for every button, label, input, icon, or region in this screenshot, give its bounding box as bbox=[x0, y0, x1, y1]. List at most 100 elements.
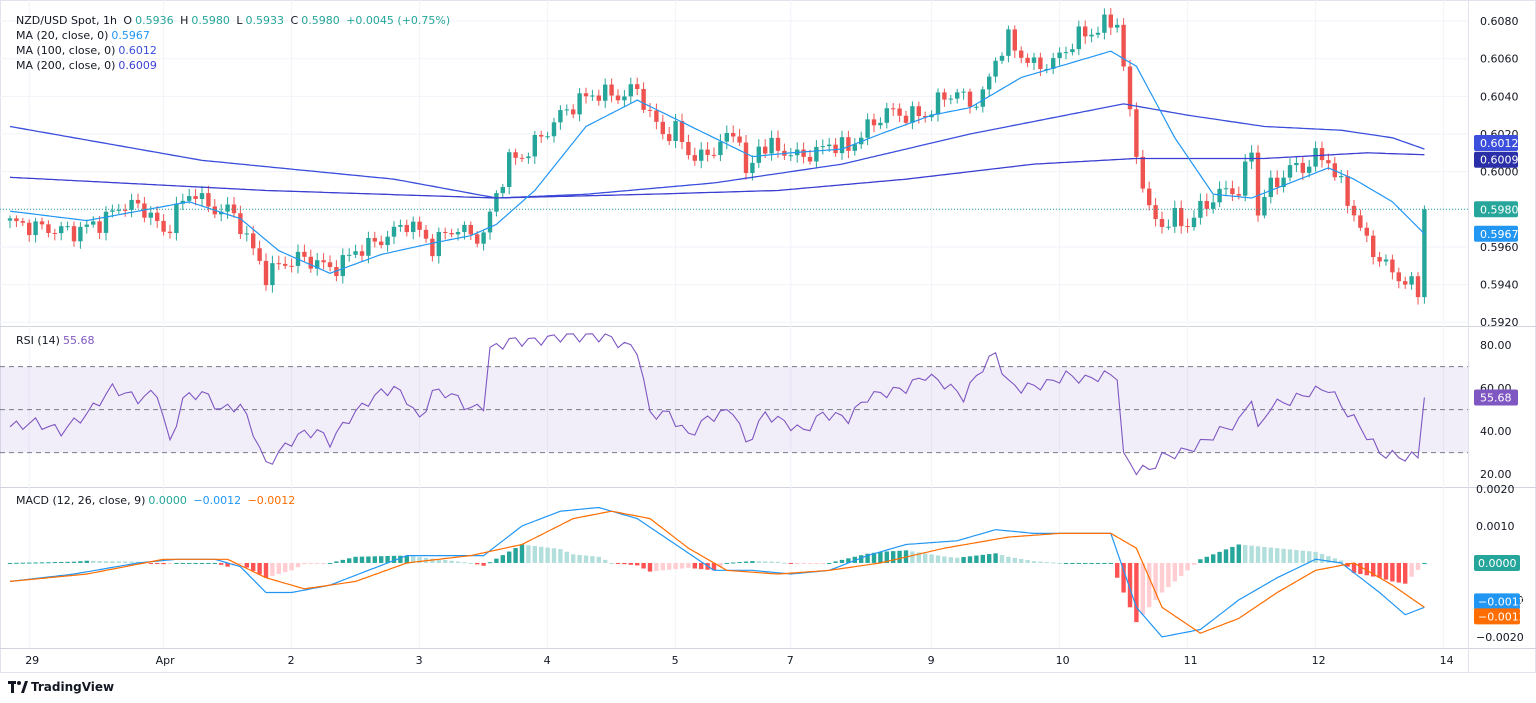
candle-body bbox=[1038, 57, 1043, 69]
candle-body bbox=[750, 162, 755, 174]
candle-body bbox=[974, 106, 979, 108]
macd-histogram-bar bbox=[1147, 562, 1152, 608]
candle-body bbox=[7, 218, 13, 221]
macd-histogram-bar bbox=[1307, 551, 1312, 563]
close-value: 0.5980 bbox=[301, 14, 340, 27]
candle-body bbox=[1140, 156, 1145, 189]
ma20-value: 0.5967 bbox=[111, 29, 150, 42]
high-label: H bbox=[180, 14, 189, 27]
macd-histogram-bar bbox=[327, 562, 333, 564]
macd-histogram-bar bbox=[1166, 562, 1171, 587]
macd-histogram-bar bbox=[1012, 557, 1017, 563]
macd-histogram-bar bbox=[263, 562, 269, 578]
macd-histogram-bar bbox=[103, 561, 109, 563]
macd-histogram-bar bbox=[1243, 545, 1248, 563]
candle-body bbox=[884, 108, 889, 123]
macd-signal-line bbox=[9, 510, 1425, 634]
tradingview-footer[interactable]: TradingView bbox=[8, 680, 114, 694]
macd-histogram-bar bbox=[1396, 562, 1401, 583]
candle-body bbox=[1185, 226, 1190, 228]
macd-histogram-bar bbox=[654, 562, 659, 571]
macd-histogram-bar bbox=[987, 554, 992, 563]
candle-body bbox=[20, 221, 25, 223]
macd-histogram-bar bbox=[225, 562, 230, 567]
macd-histogram-bar bbox=[615, 562, 621, 564]
macd-histogram-bar bbox=[577, 554, 582, 563]
candle-body bbox=[948, 98, 953, 100]
macd-histogram-bar bbox=[398, 555, 403, 563]
candle-body bbox=[270, 263, 275, 286]
macd-histogram-bar bbox=[980, 554, 985, 563]
candle-body bbox=[135, 199, 141, 204]
macd-histogram-bar bbox=[1019, 558, 1024, 563]
candle-body bbox=[1172, 207, 1177, 227]
candle-body bbox=[1396, 272, 1401, 282]
candle-body bbox=[660, 121, 665, 135]
macd-histogram-bar bbox=[743, 561, 749, 563]
high-value: 0.5980 bbox=[191, 14, 230, 27]
candle-body bbox=[1006, 29, 1011, 56]
candle-body bbox=[193, 196, 198, 199]
macd-histogram-bar bbox=[167, 562, 173, 564]
macd-histogram-bar bbox=[340, 559, 345, 563]
macd-histogram-bar bbox=[1383, 562, 1389, 580]
macd-histogram-bar bbox=[1134, 562, 1139, 623]
candle-body bbox=[955, 92, 960, 99]
candle-body bbox=[526, 156, 531, 159]
time-axis-label: Apr bbox=[156, 654, 176, 667]
macd-histogram-bar bbox=[1076, 562, 1081, 564]
candle-body bbox=[635, 84, 640, 89]
macd-histogram-bar bbox=[935, 555, 941, 563]
price-badge-label: 0.6009 bbox=[1480, 154, 1519, 167]
candle-body bbox=[1307, 166, 1312, 173]
candle-body bbox=[532, 134, 537, 157]
macd-histogram-bar bbox=[283, 562, 288, 573]
candle-body bbox=[1275, 177, 1280, 188]
macd-histogram-bar bbox=[1115, 562, 1120, 578]
macd-histogram-bar bbox=[718, 562, 723, 567]
macd-histogram-bar bbox=[1063, 562, 1069, 564]
candle-body bbox=[155, 212, 160, 221]
ma100-line bbox=[9, 103, 1425, 199]
macd-histogram-bar bbox=[20, 562, 25, 564]
candle-body bbox=[929, 114, 934, 118]
macd-histogram-bar bbox=[590, 556, 595, 563]
macd-histogram-bar bbox=[609, 562, 614, 564]
ma200-line bbox=[9, 152, 1425, 199]
time-axis-label: 12 bbox=[1312, 654, 1326, 667]
macd-histogram-bar bbox=[315, 562, 320, 564]
macd-histogram-bar bbox=[1191, 562, 1197, 565]
candle-body bbox=[603, 84, 608, 101]
candle-body bbox=[737, 136, 742, 143]
macd-histogram-bar bbox=[545, 547, 550, 563]
macd-histogram-bar bbox=[1102, 562, 1107, 564]
open-value: 0.5936 bbox=[135, 14, 174, 27]
candle-body bbox=[187, 196, 192, 201]
macd-histogram-bar bbox=[14, 562, 19, 564]
macd-histogram-bar bbox=[827, 562, 832, 564]
candle-body bbox=[1108, 14, 1113, 28]
macd-histogram-bar bbox=[308, 562, 313, 564]
candle-body bbox=[622, 96, 627, 101]
candle-body bbox=[1351, 205, 1357, 216]
macd-histogram-bar bbox=[692, 562, 697, 569]
candle-body bbox=[353, 251, 358, 255]
candle-body bbox=[238, 213, 243, 235]
candle-body bbox=[513, 152, 518, 158]
macd-histogram-bar bbox=[1179, 562, 1184, 576]
macd-histogram-bar bbox=[955, 557, 960, 563]
macd-histogram-bar bbox=[1390, 562, 1395, 582]
macd-histogram-bar bbox=[7, 562, 13, 564]
candle-body bbox=[1095, 32, 1101, 35]
candle-body bbox=[839, 137, 845, 154]
macd-histogram-bar bbox=[27, 562, 32, 564]
macd-histogram-bar bbox=[84, 560, 89, 563]
macd-histogram-bar bbox=[91, 560, 96, 563]
macd-histogram-bar bbox=[737, 562, 742, 564]
macd-histogram-bar bbox=[942, 556, 947, 563]
macd-tick-label: 0.0020 bbox=[1476, 483, 1515, 496]
candle-body bbox=[1083, 26, 1088, 37]
price-badge-label: 0.5980 bbox=[1480, 203, 1519, 216]
macd-histogram-bar bbox=[449, 560, 454, 563]
